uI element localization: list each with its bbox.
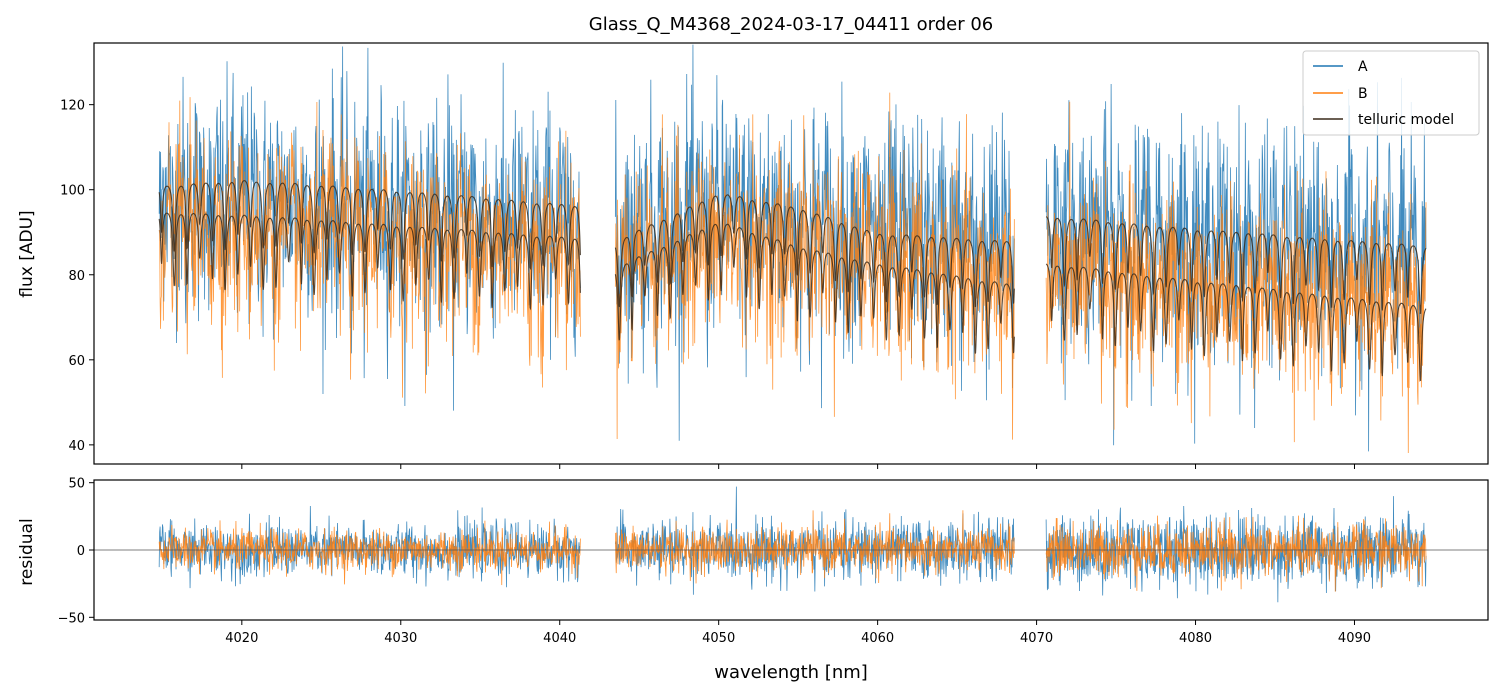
legend: A B telluric model: [1302, 50, 1480, 136]
legend-label-model: telluric model: [1358, 112, 1454, 128]
legend-box: [1302, 50, 1480, 136]
bottom-x-tick-label: 4020: [225, 631, 258, 646]
legend-label-b: B: [1358, 86, 1368, 102]
bottom-x-tick-label: 4090: [1338, 631, 1371, 646]
legend-label-a: A: [1358, 59, 1368, 75]
x-axis-label: wavelength [nm]: [714, 662, 868, 683]
bottom-x-tick-label: 4040: [543, 631, 576, 646]
top-y-ticks: 40 60 80 100 120: [60, 99, 94, 454]
top-panel: 40 60 80 100 120 flux [ADU] A B telluric mod…: [17, 42, 1489, 469]
spectrum-a-segment-1: [158, 46, 581, 411]
bottom-y-axis-label: residual: [17, 518, 37, 585]
bottom-x-tick-label: 4070: [1020, 631, 1053, 646]
bottom-y-tick-label: 0: [77, 544, 85, 559]
top-x-ticks: [241, 464, 1355, 469]
residual-b-segment-1: [158, 520, 581, 586]
bottom-y-tick-label: −50: [58, 611, 85, 626]
bottom-panel: 500−50 4020 4030 4040 4050 4060 4070 4080 4090 …: [17, 477, 1489, 646]
bottom-x-tick-label: 4060: [861, 631, 894, 646]
bottom-x-tick-label: 4080: [1179, 631, 1212, 646]
top-y-tick-label: 60: [68, 354, 85, 369]
bottom-x-ticks: 4020 4030 4040 4050 4060 4070 4080 4090: [225, 620, 1371, 646]
top-y-axis-label: flux [ADU]: [17, 210, 37, 297]
top-axes-frame: [93, 42, 1489, 465]
bottom-x-tick-label: 4050: [702, 631, 735, 646]
spectrum-b-segment-3: [1045, 101, 1427, 454]
bottom-x-tick-label: 4030: [384, 631, 417, 646]
bottom-y-tick-label: 50: [68, 477, 85, 492]
telluric-model-lower-segment-3: [1045, 263, 1427, 381]
telluric-model-upper-segment-3: [1045, 216, 1427, 314]
telluric-model-lower-segment-2: [614, 223, 1015, 354]
top-y-tick-label: 80: [68, 269, 85, 284]
top-y-tick-label: 100: [60, 184, 85, 199]
spectrum-b-segment-2: [614, 92, 1015, 440]
bottom-y-ticks: 50 0 −50: [58, 477, 94, 626]
telluric-model-lower-segment-1: [158, 212, 581, 311]
top-y-tick-label: 40: [68, 439, 85, 454]
spectrum-a-segment-2: [614, 44, 1015, 441]
telluric-model-upper-segment-2: [614, 194, 1015, 308]
chart-title: Glass_Q_M4368_2024-03-17_04411 order 06: [589, 14, 993, 35]
top-y-tick-label: 120: [60, 99, 85, 114]
spectrum-b-segment-1: [158, 97, 581, 398]
telluric-model-upper-segment-1: [158, 180, 581, 271]
residual-b-segment-2: [614, 510, 1015, 584]
